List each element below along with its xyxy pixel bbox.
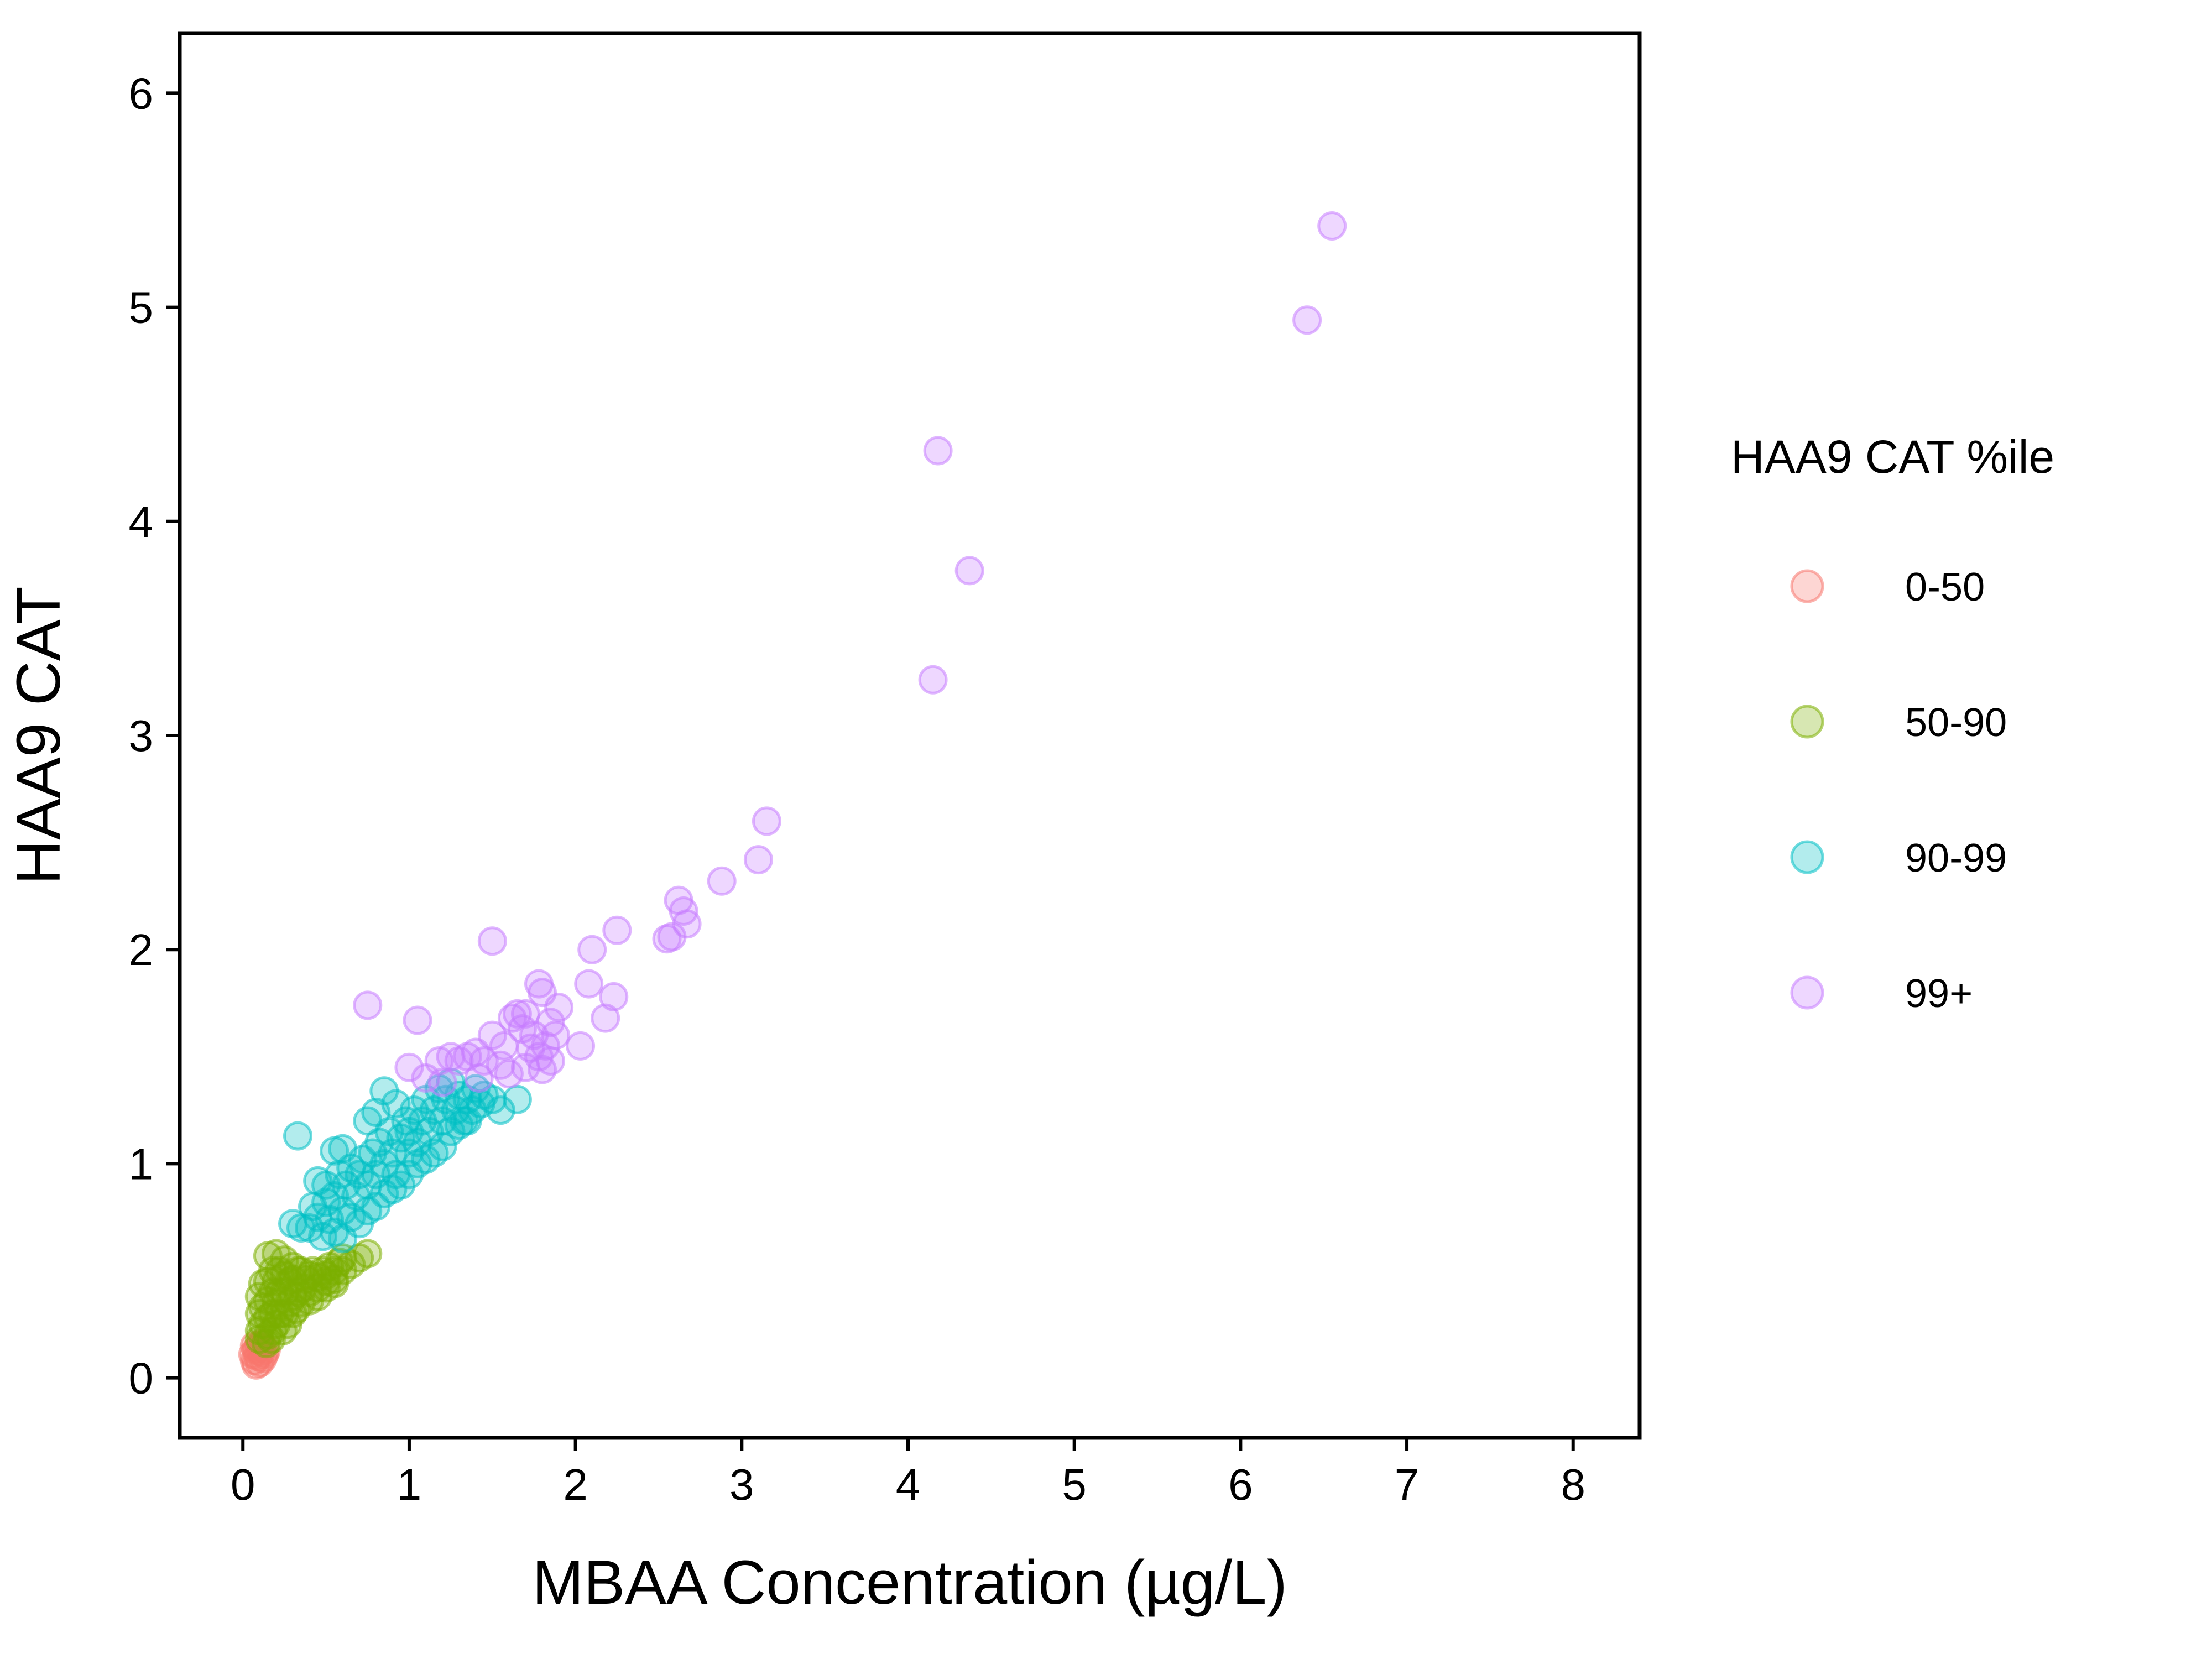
point-99+-2 xyxy=(923,436,953,466)
point-90-99-69 xyxy=(452,1106,482,1136)
series-50-90 xyxy=(244,1239,383,1359)
legend-swatch-0-50 xyxy=(1790,569,1824,603)
point-50-90-14 xyxy=(353,1239,383,1269)
point-50-90-61 xyxy=(268,1316,298,1345)
x-tick-label: 4 xyxy=(896,1460,921,1509)
point-50-90-52 xyxy=(325,1248,354,1277)
legend-swatch-99+ xyxy=(1790,975,1824,1010)
point-99+-51 xyxy=(528,1055,557,1084)
point-50-90-64 xyxy=(320,1265,349,1294)
series-90-99 xyxy=(278,1067,532,1254)
point-99+-21 xyxy=(403,1005,432,1035)
legend-swatch-90-99 xyxy=(1790,840,1824,874)
x-tick-label: 1 xyxy=(397,1460,422,1509)
point-99+-19 xyxy=(477,926,507,956)
point-99+-7 xyxy=(707,866,737,896)
point-99+-13 xyxy=(602,915,632,945)
y-tick-label: 3 xyxy=(129,711,154,760)
x-tick-label: 7 xyxy=(1395,1460,1420,1509)
point-99+-0 xyxy=(1317,211,1347,241)
ticks-layer: 0 1 2 3 4 5 6 7 8 0 1 2 3 4 5 6 xyxy=(129,69,1585,1509)
point-99+-45 xyxy=(411,1063,441,1093)
x-tick-label: 6 xyxy=(1228,1460,1253,1509)
point-99+-16 xyxy=(599,982,629,1011)
legend-title: HAA9 CAT %ile xyxy=(1731,431,2054,483)
point-99+-15 xyxy=(574,969,604,999)
point-90-99-55 xyxy=(502,1084,532,1114)
point-90-99-73 xyxy=(315,1204,345,1234)
point-99+-4 xyxy=(918,665,948,695)
legend-label-99+: 99+ xyxy=(1905,972,1973,1016)
point-99+-46 xyxy=(427,1067,457,1097)
y-tick-label: 2 xyxy=(129,925,154,974)
legend-label-90-99: 90-99 xyxy=(1905,836,2007,880)
x-tick-label: 3 xyxy=(729,1460,754,1509)
point-99+-24 xyxy=(544,993,574,1022)
point-99+-48 xyxy=(489,1031,519,1061)
point-90-99-62 xyxy=(427,1131,457,1161)
point-90-99-72 xyxy=(308,1222,338,1251)
point-99+-44 xyxy=(394,1052,424,1082)
y-axis-title: HAA9 CAT xyxy=(4,586,73,884)
legend-items: 0-50 50-90 90-99 99+ xyxy=(1790,565,2007,1016)
x-tick-label: 8 xyxy=(1561,1460,1585,1509)
x-tick-label: 2 xyxy=(563,1460,588,1509)
y-tick-label: 5 xyxy=(129,283,154,332)
points-layer xyxy=(238,211,1347,1380)
y-tick-label: 4 xyxy=(129,497,154,546)
point-99+-5 xyxy=(752,806,781,836)
x-tick-label: 0 xyxy=(231,1460,255,1509)
legend-label-50-90: 50-90 xyxy=(1905,701,2007,745)
y-tick-label: 0 xyxy=(129,1354,154,1403)
point-99+-17 xyxy=(591,1003,620,1033)
legend-swatch-50-90 xyxy=(1790,705,1824,739)
series-99+ xyxy=(353,211,1347,1097)
legend-label-0-50: 0-50 xyxy=(1905,565,1985,609)
point-99+-20 xyxy=(353,990,383,1020)
point-99+-14 xyxy=(577,935,607,964)
point-99+-12 xyxy=(657,922,687,952)
point-90-99-74 xyxy=(369,1179,399,1209)
point-99+-6 xyxy=(743,845,773,875)
point-90-99-54 xyxy=(486,1095,515,1125)
point-99+-47 xyxy=(497,1003,527,1033)
point-90-99-0 xyxy=(283,1121,312,1151)
legend: HAA9 CAT %ile 0-50 50-90 90-99 99+ xyxy=(1731,431,2054,1016)
point-99+-3 xyxy=(954,556,984,586)
point-99+-49 xyxy=(541,1020,570,1050)
point-99+-18 xyxy=(566,1031,596,1061)
point-99+-1 xyxy=(1292,305,1322,335)
point-90-99-7 xyxy=(381,1089,411,1119)
x-axis-title: MBAA Concentration (µg/L) xyxy=(532,1548,1287,1617)
x-tick-label: 5 xyxy=(1062,1460,1087,1509)
y-tick-label: 6 xyxy=(129,69,154,118)
y-tick-label: 1 xyxy=(129,1139,154,1188)
point-99+-43 xyxy=(464,1063,494,1093)
point-50-90-58 xyxy=(281,1295,311,1324)
